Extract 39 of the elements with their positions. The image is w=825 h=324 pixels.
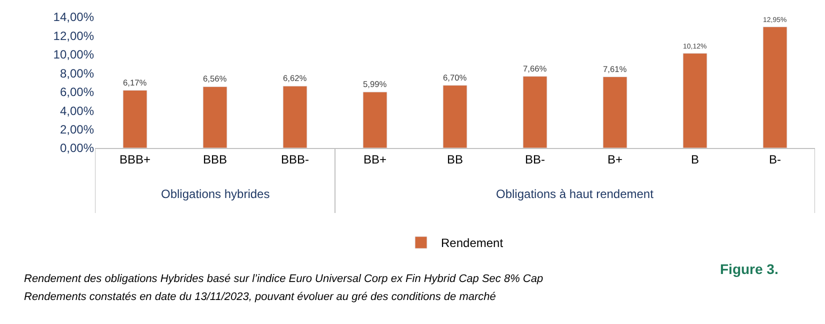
y-tick-label: 2,00% (60, 122, 94, 136)
x-tick-label: B+ (607, 152, 623, 166)
text: Obligations hybrides (161, 187, 270, 201)
y-tick-label: 0,00% (60, 141, 94, 156)
x-tick-label: BBB+ (119, 152, 151, 166)
y-tick-label: 8,00% (60, 66, 94, 80)
x-tick-label: BB+ (363, 152, 387, 166)
x-tick-label: B (690, 152, 700, 166)
data-label: 5,99% (363, 79, 388, 90)
bar (682, 53, 708, 148)
bar (122, 90, 148, 148)
data-label: 6,70% (443, 72, 468, 82)
data-label: 6,56% (203, 74, 228, 84)
x-tick-label: B- (769, 152, 782, 166)
y-tick-label: 12,00% (53, 28, 94, 43)
y-tick-label: 4,00% (60, 104, 94, 118)
text: Rendement des obligations Hybrides basé sur l’indice Euro Universal Corp ex Fin Hybrid Cap Sec 8% Cap (24, 273, 544, 285)
bar (442, 85, 468, 148)
data-label: 6,62% (283, 73, 308, 84)
x-tick-label: BB (446, 152, 464, 166)
legend-label: Rendement (441, 236, 504, 250)
data-label: 6,17% (123, 77, 148, 88)
text: Rendements constatés en date du 13/11/2023, pouvant évoluer au gré des conditions de marché (24, 291, 496, 303)
bar (202, 86, 228, 148)
y-tick-label: 10,00% (53, 48, 94, 62)
x-tick-label: BB- (524, 152, 546, 166)
data-label: 7,66% (523, 63, 548, 74)
x-tick-label: BBB- (280, 152, 310, 166)
bar (282, 86, 308, 148)
data-label: 7,61% (603, 64, 628, 74)
bar (362, 92, 388, 148)
text: Obligations à haut rendement (496, 187, 654, 201)
y-tick-label: 6,00% (60, 85, 94, 100)
y-tick-label: 14,00% (53, 10, 94, 24)
caption: Figure 3. (720, 261, 778, 277)
bar (762, 26, 788, 148)
bar (522, 76, 548, 148)
bar (602, 76, 628, 148)
x-tick-label: BBB (202, 152, 228, 166)
